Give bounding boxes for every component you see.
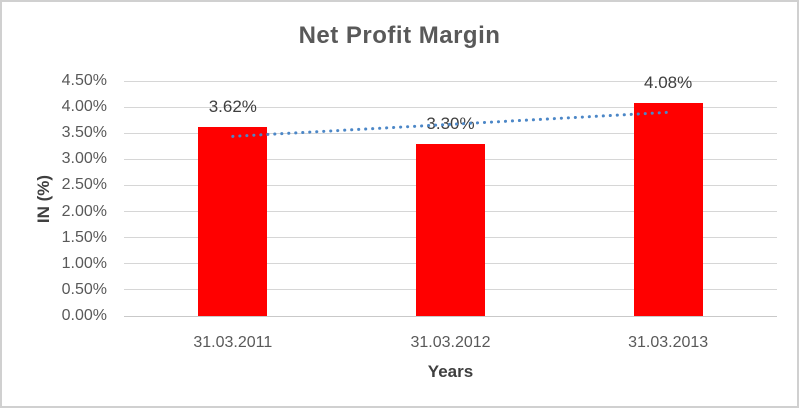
bar [633,102,703,316]
chart-title: Net Profit Margin [298,22,501,49]
x-tick-label: 31.03.2013 [628,334,709,351]
bar [416,143,485,316]
data-label: 3.30% [426,113,475,133]
x-axis-title: Years [427,362,474,381]
gridline [124,106,777,108]
gridline [124,80,777,82]
x-tick-label: 31.03.2012 [410,334,491,351]
x-tick-label: 31.03.2011 [193,334,273,351]
data-label: 4.08% [644,72,693,92]
y-tick-label: 0.00% [61,307,107,324]
x-axis-line [124,315,777,317]
y-tick-label: 3.50% [61,124,107,142]
y-tick-label: 3.00% [61,150,107,168]
data-label: 3.62% [208,96,257,116]
y-tick-label: 4.00% [61,98,107,116]
y-tick-label: 1.50% [61,228,107,246]
y-tick-label: 4.50% [61,72,107,89]
y-tick-label: 1.00% [61,254,107,272]
bar [198,126,268,316]
y-tick-label: 2.50% [61,176,107,194]
y-tick-label: 0.50% [61,280,107,298]
y-tick-label: 2.00% [61,202,107,220]
